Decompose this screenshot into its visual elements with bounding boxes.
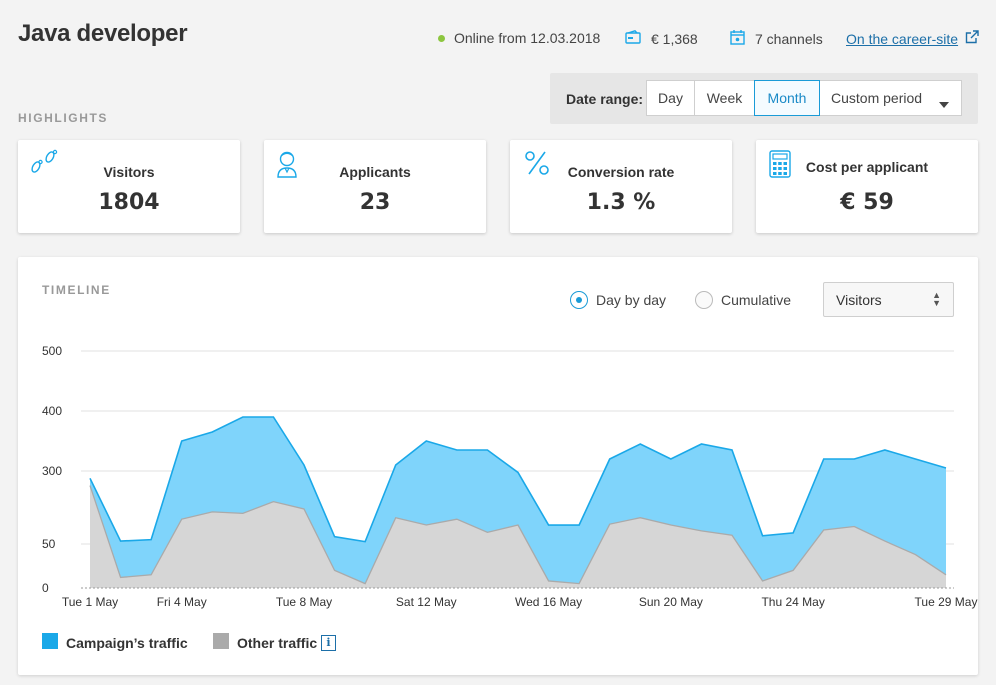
x-tick-label: Tue 8 May	[276, 595, 332, 609]
campaign-traffic-swatch	[42, 633, 58, 649]
conversion-rate-value: 1.3 %	[586, 190, 656, 215]
date-range-bar: Date range: Day Week Month Custom period	[550, 73, 978, 124]
applicants-card: Applicants 23	[264, 140, 486, 233]
cost-per-applicant-label: Cost per applicant	[805, 159, 929, 175]
other-traffic-swatch	[213, 633, 229, 649]
online-status: Online from 12.03.2018	[438, 30, 600, 46]
cumulative-radio[interactable]	[695, 291, 713, 309]
cumulative-label[interactable]: Cumulative	[721, 292, 792, 308]
metric-select[interactable]: Visitors ▲ ▼	[823, 282, 954, 317]
footsteps-icon	[26, 148, 60, 181]
x-tick-label: Sun 20 May	[639, 595, 703, 609]
conversion-rate-label: Conversion rate	[567, 164, 675, 180]
career-site-link-wrap: On the career-site	[846, 30, 979, 47]
x-tick-label: Tue 1 May	[62, 595, 118, 609]
y-tick-label: 400	[42, 404, 62, 418]
visitors-value: 1804	[98, 190, 160, 215]
conversion-rate-card: Conversion rate 1.3 %	[510, 140, 732, 233]
online-status-text: Online from 12.03.2018	[454, 30, 601, 46]
applicants-value: 23	[359, 190, 391, 215]
date-range-month-button[interactable]: Month	[754, 80, 820, 116]
date-range-day-button[interactable]: Day	[646, 80, 695, 116]
cost-per-applicant-card: Cost per applicant € 59	[756, 140, 978, 233]
timeline-panel: TIMELINE Day by day Cumulative Visitors …	[18, 257, 978, 675]
caret-down-icon	[939, 95, 949, 111]
timeline-title: TIMELINE	[42, 283, 111, 297]
y-tick-label: 0	[42, 581, 49, 595]
applicant-person-icon	[276, 149, 298, 184]
date-range-week-button[interactable]: Week	[694, 80, 755, 116]
y-tick-label: 500	[42, 344, 62, 358]
x-tick-label: Tue 29 May	[915, 595, 978, 609]
date-range-label: Date range:	[566, 91, 644, 107]
calculator-icon	[769, 150, 791, 183]
y-tick-label: 50	[42, 537, 56, 551]
other-traffic-area	[90, 485, 946, 588]
other-traffic-legend: Other traffic	[237, 635, 318, 651]
day-by-day-radio[interactable]	[570, 291, 588, 309]
info-icon[interactable]: i	[321, 635, 336, 651]
status-dot	[438, 34, 445, 42]
custom-period-dropdown[interactable]: Custom period	[819, 80, 962, 116]
visitors-label: Visitors	[103, 164, 155, 180]
budget-icon	[625, 29, 641, 47]
cost-per-applicant-value: € 59	[840, 190, 894, 215]
external-link-icon[interactable]	[965, 30, 979, 47]
custom-period-label: Custom period	[831, 90, 923, 106]
applicants-label: Applicants	[339, 164, 411, 180]
day-by-day-label[interactable]: Day by day	[596, 292, 667, 308]
percent-icon	[524, 150, 550, 181]
channels-icon	[730, 30, 745, 48]
x-tick-label: Sat 12 May	[396, 595, 457, 609]
visitors-card: Visitors 1804	[18, 140, 240, 233]
x-tick-label: Thu 24 May	[761, 595, 824, 609]
y-tick-label: 300	[42, 464, 62, 478]
career-site-link[interactable]: On the career-site	[846, 30, 959, 47]
channels-text: 7 channels	[755, 31, 823, 47]
budget-text: € 1,368	[651, 30, 698, 47]
page-title: Java developer	[18, 20, 188, 47]
other-traffic-line	[89, 485, 947, 585]
budget-info: € 1,368	[625, 29, 698, 47]
select-arrows-icon: ▲ ▼	[932, 290, 941, 308]
campaign-traffic-legend: Campaign’s traffic	[66, 635, 188, 651]
highlights-title: HIGHLIGHTS	[18, 111, 108, 125]
x-tick-label: Wed 16 May	[515, 595, 582, 609]
channels-info: 7 channels	[730, 30, 823, 48]
x-tick-label: Fri 4 May	[157, 595, 207, 609]
metric-select-value: Visitors	[836, 292, 882, 308]
campaign-traffic-line	[89, 416, 947, 543]
